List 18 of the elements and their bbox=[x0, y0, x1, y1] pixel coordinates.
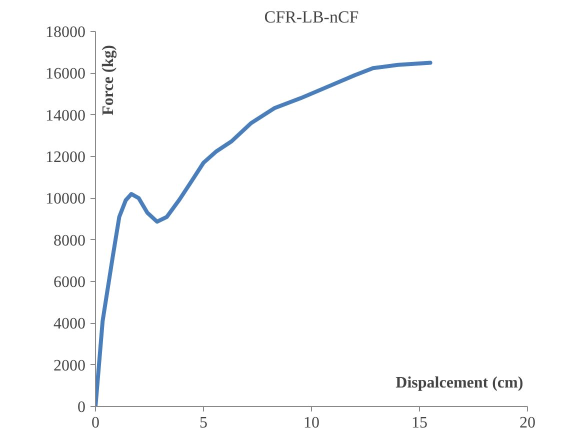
y-tick-label: 0 bbox=[78, 399, 86, 416]
x-tick-label: 20 bbox=[520, 414, 536, 432]
x-tick-label: 0 bbox=[92, 414, 100, 432]
y-axis-title: Force (kg) bbox=[100, 45, 118, 116]
y-tick-label: 16000 bbox=[46, 66, 86, 83]
x-tick-label: 15 bbox=[412, 414, 428, 432]
x-tick-label: 10 bbox=[304, 414, 320, 432]
y-tick-label: 8000 bbox=[54, 232, 86, 250]
y-tick-label: 2000 bbox=[54, 357, 86, 374]
y-tick-label: 6000 bbox=[54, 274, 86, 291]
y-tick-label: 12000 bbox=[46, 149, 86, 166]
x-axis-title: Dispalcement (cm) bbox=[396, 374, 524, 392]
y-tick-label: 18000 bbox=[46, 24, 86, 41]
y-tick-label: 10000 bbox=[46, 190, 86, 208]
x-tick-label: 5 bbox=[200, 414, 208, 432]
chart-title: CFR-LB-nCF bbox=[264, 8, 359, 26]
y-tick-label: 4000 bbox=[54, 316, 86, 333]
y-tick-label: 14000 bbox=[46, 107, 86, 124]
